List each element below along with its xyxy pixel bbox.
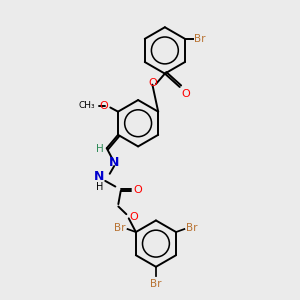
Text: H: H xyxy=(96,144,104,154)
Text: N: N xyxy=(109,156,119,169)
Text: N: N xyxy=(93,170,104,183)
Text: CH₃: CH₃ xyxy=(79,101,95,110)
Text: O: O xyxy=(134,185,142,195)
Text: O: O xyxy=(148,77,157,88)
Text: Br: Br xyxy=(186,224,198,233)
Text: O: O xyxy=(129,212,138,223)
Text: O: O xyxy=(181,89,190,99)
Text: Br: Br xyxy=(194,34,205,44)
Text: O: O xyxy=(99,101,108,111)
Text: H: H xyxy=(96,182,104,192)
Text: Br: Br xyxy=(114,224,125,233)
Text: Br: Br xyxy=(150,279,162,289)
